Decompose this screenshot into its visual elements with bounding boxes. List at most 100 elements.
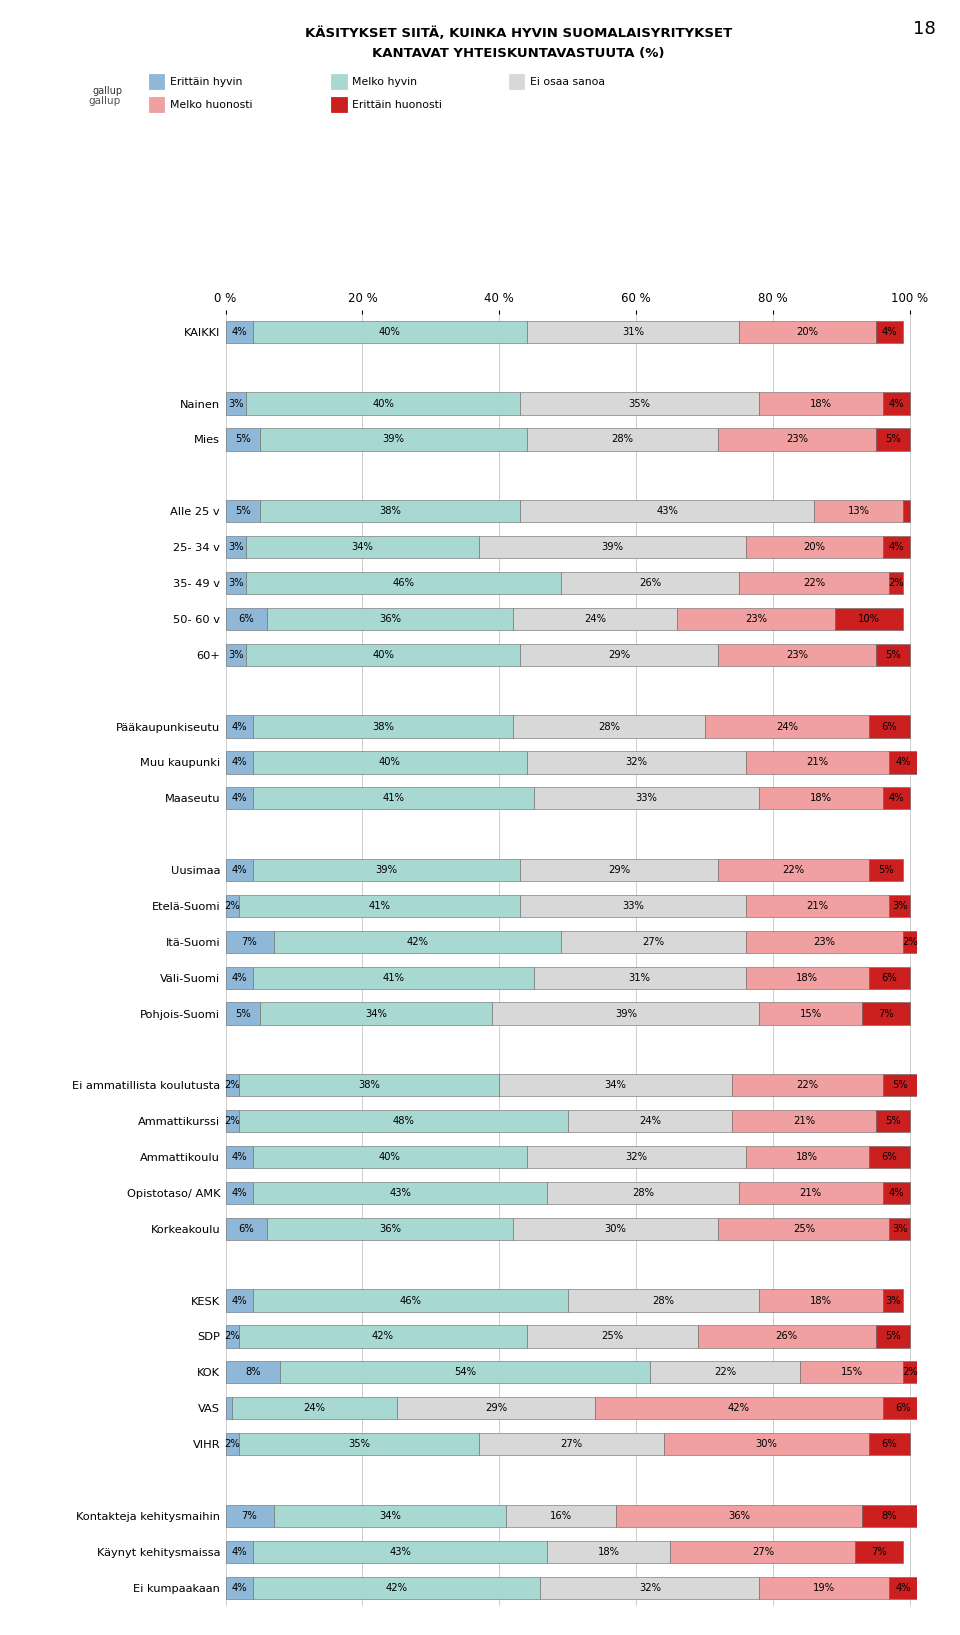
Text: 43%: 43% bbox=[656, 507, 678, 517]
Text: 21%: 21% bbox=[793, 1117, 815, 1127]
Bar bbox=[520, 644, 718, 665]
Bar bbox=[246, 536, 479, 558]
Text: Melko huonosti: Melko huonosti bbox=[170, 100, 252, 110]
Text: 24%: 24% bbox=[639, 1117, 660, 1127]
Bar bbox=[226, 716, 253, 737]
Bar bbox=[499, 1074, 732, 1097]
Bar bbox=[239, 1110, 567, 1133]
Text: KANTAVAT YHTEISKUNTAVASTUUTA (%): KANTAVAT YHTEISKUNTAVASTUUTA (%) bbox=[372, 47, 664, 60]
Text: 2%: 2% bbox=[225, 1439, 240, 1449]
Text: 54%: 54% bbox=[454, 1367, 476, 1377]
Text: 24%: 24% bbox=[776, 721, 798, 731]
Text: 6%: 6% bbox=[881, 721, 898, 731]
Text: 4%: 4% bbox=[896, 1583, 911, 1592]
Bar bbox=[869, 858, 903, 881]
Bar bbox=[239, 1074, 499, 1097]
Text: 22%: 22% bbox=[796, 1081, 818, 1091]
Text: 18%: 18% bbox=[796, 973, 818, 983]
Text: 46%: 46% bbox=[399, 1295, 421, 1306]
Bar bbox=[267, 1218, 513, 1239]
Bar bbox=[746, 894, 889, 917]
Bar bbox=[253, 966, 534, 989]
Text: 40%: 40% bbox=[379, 327, 400, 337]
Bar bbox=[527, 1326, 698, 1347]
Bar bbox=[561, 572, 739, 594]
Text: 7%: 7% bbox=[242, 1511, 257, 1521]
Bar bbox=[479, 1432, 663, 1455]
Bar bbox=[889, 1218, 910, 1239]
Bar bbox=[718, 644, 876, 665]
Text: 3%: 3% bbox=[892, 901, 907, 911]
Text: 5%: 5% bbox=[235, 507, 251, 517]
Text: 33%: 33% bbox=[622, 901, 644, 911]
Text: 16%: 16% bbox=[550, 1511, 572, 1521]
Bar bbox=[253, 1290, 567, 1311]
Text: 3%: 3% bbox=[228, 543, 244, 553]
Text: 26%: 26% bbox=[638, 579, 661, 589]
Text: 46%: 46% bbox=[393, 579, 415, 589]
Bar bbox=[253, 786, 534, 809]
Text: 41%: 41% bbox=[382, 793, 404, 803]
Text: 2%: 2% bbox=[225, 1081, 240, 1091]
Bar bbox=[274, 930, 561, 953]
Text: 24%: 24% bbox=[584, 613, 606, 625]
Bar bbox=[889, 752, 917, 773]
Bar bbox=[527, 428, 718, 451]
Bar bbox=[869, 1432, 910, 1455]
Text: 4%: 4% bbox=[231, 1189, 247, 1198]
Text: 3%: 3% bbox=[228, 399, 244, 409]
Bar bbox=[739, 320, 876, 343]
Text: 33%: 33% bbox=[636, 793, 658, 803]
Text: 40%: 40% bbox=[372, 649, 394, 661]
Bar bbox=[746, 536, 882, 558]
Text: 2%: 2% bbox=[902, 1367, 918, 1377]
Text: 18: 18 bbox=[913, 20, 936, 38]
Bar bbox=[226, 1432, 239, 1455]
Bar bbox=[226, 1002, 260, 1025]
Text: 4%: 4% bbox=[231, 757, 247, 767]
Text: 6%: 6% bbox=[881, 1439, 898, 1449]
Bar bbox=[226, 1146, 253, 1167]
Text: 28%: 28% bbox=[632, 1189, 654, 1198]
Bar bbox=[889, 894, 910, 917]
Bar bbox=[718, 858, 869, 881]
Bar bbox=[226, 1182, 253, 1203]
Bar bbox=[759, 1576, 889, 1599]
Text: 27%: 27% bbox=[752, 1547, 774, 1557]
Bar bbox=[253, 1576, 540, 1599]
Text: 4%: 4% bbox=[231, 1547, 247, 1557]
Bar bbox=[260, 500, 520, 522]
Text: 22%: 22% bbox=[804, 579, 826, 589]
Bar bbox=[876, 428, 910, 451]
Text: 2%: 2% bbox=[225, 1117, 240, 1127]
Text: 48%: 48% bbox=[393, 1117, 415, 1127]
Text: 31%: 31% bbox=[629, 973, 651, 983]
Text: 32%: 32% bbox=[625, 1153, 647, 1162]
Text: 38%: 38% bbox=[379, 507, 400, 517]
Bar bbox=[226, 1540, 253, 1563]
Text: 6%: 6% bbox=[896, 1403, 911, 1413]
Bar bbox=[705, 716, 869, 737]
Bar bbox=[882, 786, 910, 809]
Text: 34%: 34% bbox=[351, 543, 373, 553]
Text: 23%: 23% bbox=[813, 937, 835, 947]
Text: tns: tns bbox=[44, 85, 66, 98]
Text: 35%: 35% bbox=[629, 399, 651, 409]
Text: KÄSITYKSET SIITÄ, KUINKA HYVIN SUOMALAISYRITYKSET: KÄSITYKSET SIITÄ, KUINKA HYVIN SUOMALAIS… bbox=[304, 26, 732, 39]
Text: 32%: 32% bbox=[639, 1583, 660, 1592]
Text: 32%: 32% bbox=[625, 757, 647, 767]
Bar bbox=[801, 1362, 903, 1383]
Text: 40%: 40% bbox=[379, 757, 400, 767]
Bar bbox=[746, 966, 869, 989]
Bar bbox=[739, 1182, 882, 1203]
Bar bbox=[246, 392, 520, 415]
Bar bbox=[226, 1362, 280, 1383]
Text: 41%: 41% bbox=[382, 973, 404, 983]
Bar bbox=[253, 1540, 547, 1563]
Bar bbox=[534, 966, 746, 989]
Bar bbox=[746, 1146, 869, 1167]
Text: 26%: 26% bbox=[776, 1331, 798, 1341]
Bar bbox=[814, 500, 903, 522]
Bar bbox=[226, 930, 274, 953]
Bar bbox=[226, 1398, 232, 1419]
